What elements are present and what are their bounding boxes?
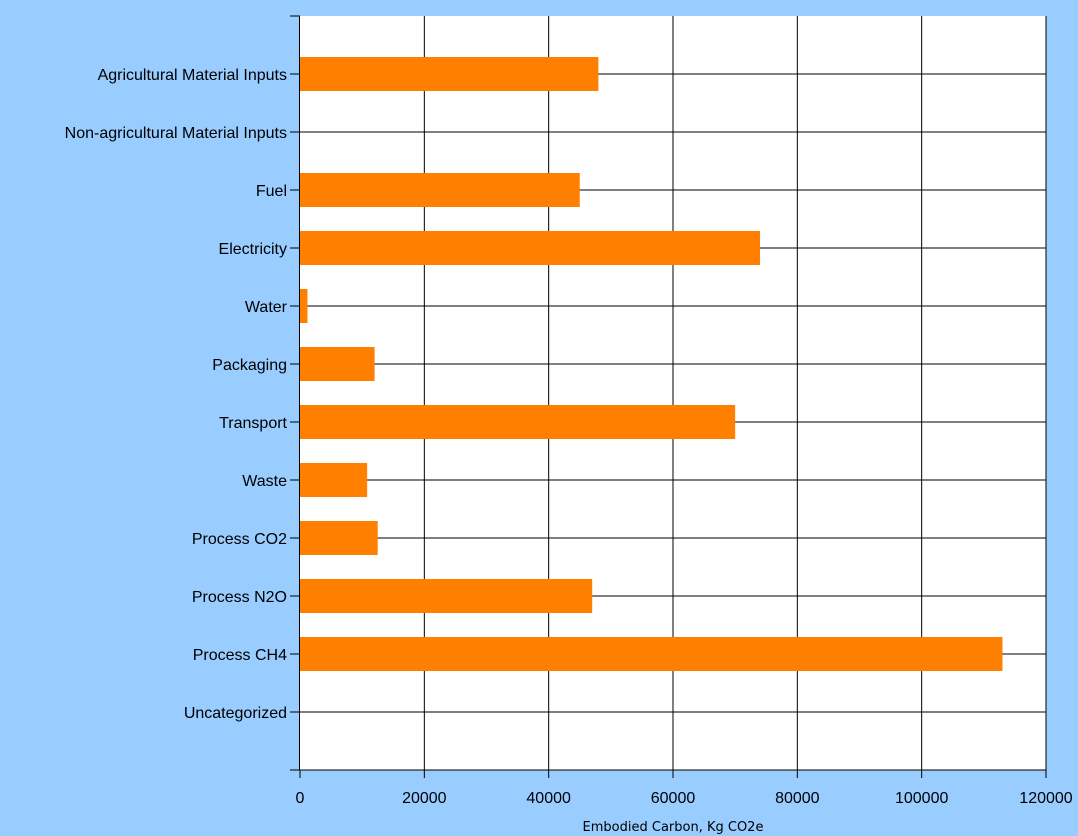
x-ticks: 0 20000 40000 60000 80000 100000 120000	[296, 770, 1073, 807]
category-label-uncategorized: Uncategorized	[184, 705, 287, 722]
x-tick-label-0: 0	[296, 790, 305, 807]
category-label-process-co2: Process CO2	[192, 531, 287, 548]
bar-transport	[300, 405, 736, 439]
category-ticks: Agricultural Material Inputs Non-agricult…	[65, 67, 300, 722]
category-label-fuel: Fuel	[256, 183, 287, 200]
x-tick-label-60000: 60000	[651, 790, 696, 807]
category-label-process-ch4: Process CH4	[193, 647, 287, 664]
bar-water	[300, 289, 308, 323]
bar-process-n2o	[300, 579, 593, 613]
x-tick-label-100000: 100000	[895, 790, 948, 807]
bars	[300, 57, 1003, 671]
bar-waste	[300, 463, 368, 497]
bar-fuel	[300, 173, 580, 207]
bar-process-ch4	[300, 637, 1003, 671]
category-label-transport: Transport	[219, 415, 287, 432]
bar-process-co2	[300, 521, 378, 555]
bar-packaging	[300, 347, 375, 381]
category-label-agricultural-material-inputs: Agricultural Material Inputs	[98, 67, 287, 84]
category-label-non-agricultural-material-inputs: Non-agricultural Material Inputs	[65, 125, 287, 142]
category-label-electricity: Electricity	[219, 241, 287, 258]
bar-agricultural-material-inputs	[300, 57, 599, 91]
category-label-waste: Waste	[242, 473, 287, 490]
x-tick-label-120000: 120000	[1019, 790, 1072, 807]
axes	[290, 15, 1046, 771]
x-tick-label-20000: 20000	[402, 790, 447, 807]
x-axis-title: Embodied Carbon, Kg CO2e	[583, 820, 764, 835]
x-tick-label-40000: 40000	[526, 790, 571, 807]
x-tick-label-80000: 80000	[775, 790, 820, 807]
category-label-process-n2o: Process N2O	[192, 589, 287, 606]
category-label-packaging: Packaging	[212, 357, 287, 374]
category-label-water: Water	[245, 299, 288, 316]
bar-electricity	[300, 231, 761, 265]
